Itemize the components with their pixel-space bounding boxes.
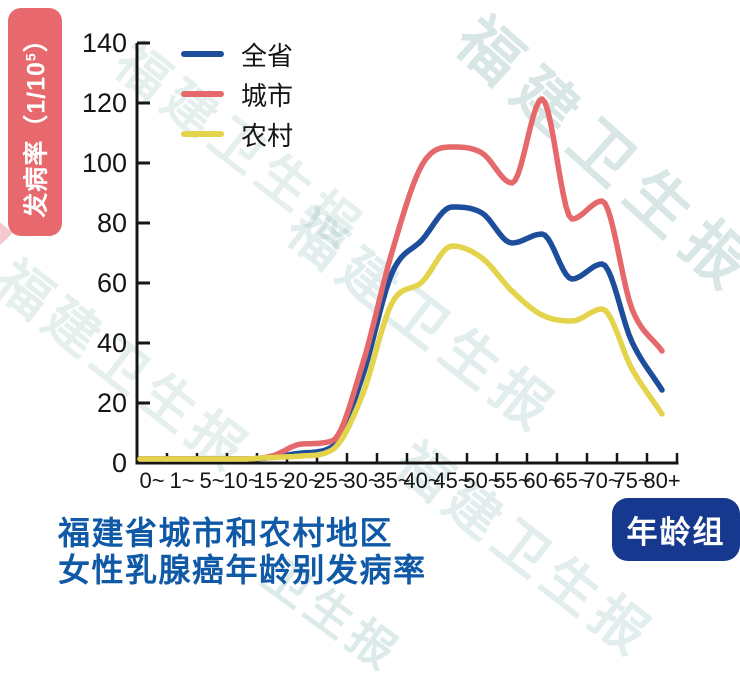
legend-label: 城市 xyxy=(241,80,294,111)
chart-title: 福建省城市和农村地区 女性乳腺癌年龄别发病率 xyxy=(58,515,427,589)
y-axis-label-badge: 发病率（1/105） xyxy=(8,8,62,236)
svg-text:40~: 40~ xyxy=(403,468,440,493)
incidence-line-chart: 0 20 40 60 80 100 120 140 0~ 1~ 5~10~15~20~25~30~3… xyxy=(82,28,681,493)
svg-text:5~: 5~ xyxy=(199,468,224,493)
chart-title-line1: 福建省城市和农村地区 xyxy=(58,515,394,551)
svg-text:50~: 50~ xyxy=(463,468,500,493)
legend-item-province: 全省 xyxy=(181,34,293,74)
svg-text:20: 20 xyxy=(97,388,127,418)
chart-title-line2: 女性乳腺癌年龄别发病率 xyxy=(58,552,427,588)
legend-swatch-rural xyxy=(181,131,224,137)
svg-text:75~: 75~ xyxy=(613,468,650,493)
svg-text:80: 80 xyxy=(97,208,127,238)
svg-text:30~: 30~ xyxy=(343,468,380,493)
y-axis-title: 发病率（1/105） xyxy=(22,26,52,218)
svg-text:40: 40 xyxy=(97,328,127,358)
svg-text:1~: 1~ xyxy=(169,468,194,493)
legend-swatch-urban xyxy=(181,91,224,97)
svg-text:25~: 25~ xyxy=(313,468,350,493)
svg-text:20~: 20~ xyxy=(283,468,320,493)
svg-text:65~: 65~ xyxy=(553,468,590,493)
chart-legend: 全省 城市 农村 xyxy=(181,34,293,154)
x-axis-label-badge: 年龄组 xyxy=(612,498,740,561)
legend-label: 农村 xyxy=(241,120,294,151)
legend-label: 全省 xyxy=(241,40,294,71)
svg-text:0: 0 xyxy=(112,448,127,478)
svg-text:10~: 10~ xyxy=(223,468,260,493)
legend-item-rural: 农村 xyxy=(181,114,293,154)
svg-text:0~: 0~ xyxy=(139,468,164,493)
legend-item-urban: 城市 xyxy=(181,74,293,114)
svg-text:60: 60 xyxy=(97,268,127,298)
x-axis-title: 年龄组 xyxy=(626,515,726,550)
svg-text:140: 140 xyxy=(82,28,127,58)
svg-text:45~: 45~ xyxy=(433,468,470,493)
svg-text:55~: 55~ xyxy=(493,468,530,493)
svg-text:70~: 70~ xyxy=(583,468,620,493)
svg-text:100: 100 xyxy=(82,148,127,178)
legend-swatch-province xyxy=(181,51,224,57)
svg-text:120: 120 xyxy=(82,88,127,118)
svg-text:80+: 80+ xyxy=(643,468,680,493)
svg-text:15~: 15~ xyxy=(253,468,290,493)
svg-text:60~: 60~ xyxy=(523,468,560,493)
svg-text:35~: 35~ xyxy=(373,468,410,493)
